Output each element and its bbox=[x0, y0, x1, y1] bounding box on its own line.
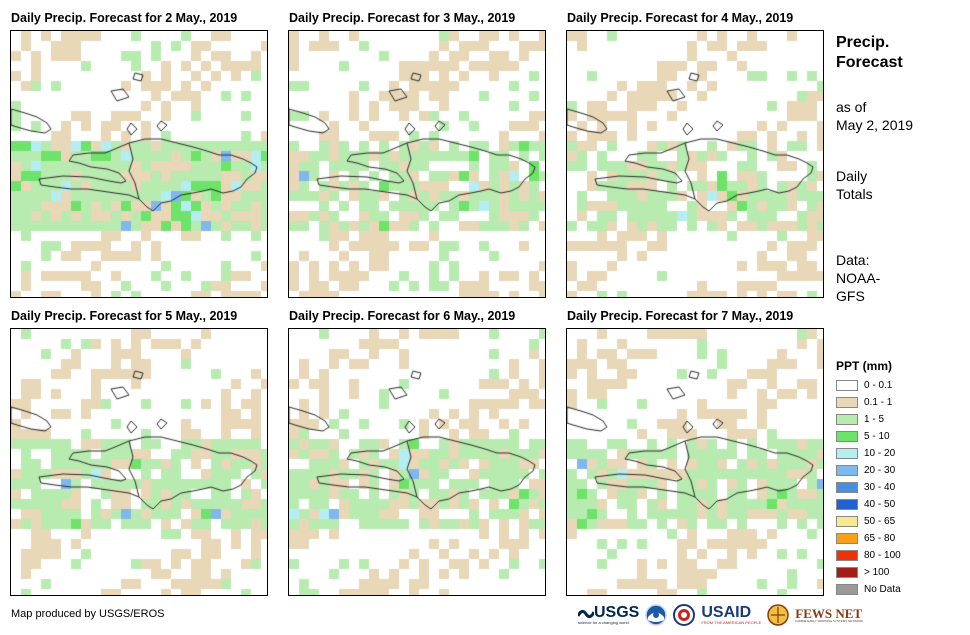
panel-title-4: Daily Precip. Forecast for 5 May., 2019 bbox=[11, 309, 238, 323]
legend-swatch bbox=[836, 414, 858, 425]
panel-title-2: Daily Precip. Forecast for 3 May., 2019 bbox=[289, 11, 516, 25]
legend-swatch bbox=[836, 397, 858, 408]
legend-swatch bbox=[836, 380, 858, 391]
legend-label: 5 - 10 bbox=[864, 431, 890, 442]
legend-swatch bbox=[836, 482, 858, 493]
legend-label: 65 - 80 bbox=[864, 533, 896, 544]
usaid-logo: USAID FROM THE AMERICAN PEOPLE bbox=[701, 604, 762, 625]
panel-title-1: Daily Precip. Forecast for 2 May., 2019 bbox=[11, 11, 238, 25]
legend: 0 - 0.1 0.1 - 1 1 - 5 5 - 10 10 - 20 20 - 30 3… bbox=[836, 377, 901, 598]
legend-item: 5 - 10 bbox=[836, 428, 901, 445]
legend-item: 10 - 20 bbox=[836, 445, 901, 462]
forecast-map-4 bbox=[10, 328, 268, 596]
legend-item: 0 - 0.1 bbox=[836, 377, 901, 394]
legend-label: 50 - 65 bbox=[864, 516, 896, 527]
panel-title-5: Daily Precip. Forecast for 6 May., 2019 bbox=[289, 309, 516, 323]
map-credit: Map produced by USGS/EROS bbox=[11, 608, 165, 620]
legend-swatch bbox=[836, 499, 858, 510]
legend-title: PPT (mm) bbox=[836, 359, 893, 373]
legend-swatch bbox=[836, 465, 858, 476]
forecast-map-6 bbox=[566, 328, 824, 596]
legend-label: > 100 bbox=[864, 567, 890, 578]
legend-item: 1 - 5 bbox=[836, 411, 901, 428]
side-title: Precip. Forecast bbox=[836, 34, 903, 71]
legend-swatch bbox=[836, 567, 858, 578]
fewsnet-globe-icon bbox=[767, 604, 790, 626]
legend-label: 0 - 0.1 bbox=[864, 380, 893, 391]
logos-bar: USGS science for a changing world USAID … bbox=[578, 603, 863, 627]
usgs-wave-icon bbox=[578, 609, 594, 619]
panel-title-3: Daily Precip. Forecast for 4 May., 2019 bbox=[567, 11, 794, 25]
legend-label: 10 - 20 bbox=[864, 448, 896, 459]
legend-swatch bbox=[836, 550, 858, 561]
legend-swatch bbox=[836, 448, 858, 459]
legend-swatch bbox=[836, 584, 858, 595]
forecast-map-5 bbox=[288, 328, 546, 596]
legend-item: 20 - 30 bbox=[836, 462, 901, 479]
legend-item: No Data bbox=[836, 581, 901, 598]
legend-label: 80 - 100 bbox=[864, 550, 901, 561]
usaid-seal-icon bbox=[673, 604, 696, 626]
fewsnet-logo: FEWS NET FAMINE EARLY WARNING SYSTEMS NE… bbox=[795, 606, 864, 623]
noaa-logo-icon bbox=[645, 604, 668, 626]
legend-item: > 100 bbox=[836, 564, 901, 581]
legend-item: 30 - 40 bbox=[836, 479, 901, 496]
data-source: Data: NOAA- GFS bbox=[836, 252, 881, 304]
legend-label: No Data bbox=[864, 584, 901, 595]
legend-label: 40 - 50 bbox=[864, 499, 896, 510]
legend-item: 65 - 80 bbox=[836, 530, 901, 547]
legend-item: 0.1 - 1 bbox=[836, 394, 901, 411]
legend-swatch bbox=[836, 431, 858, 442]
legend-swatch bbox=[836, 516, 858, 527]
legend-label: 0.1 - 1 bbox=[864, 397, 893, 408]
forecast-map-1 bbox=[10, 30, 268, 298]
panel-title-6: Daily Precip. Forecast for 7 May., 2019 bbox=[567, 309, 794, 323]
legend-label: 20 - 30 bbox=[864, 465, 896, 476]
legend-label: 1 - 5 bbox=[864, 414, 885, 425]
forecast-map-2 bbox=[288, 30, 546, 298]
daily-totals-label: Daily Totals bbox=[836, 168, 873, 202]
forecast-map-3 bbox=[566, 30, 824, 298]
legend-swatch bbox=[836, 533, 858, 544]
legend-item: 80 - 100 bbox=[836, 547, 901, 564]
legend-item: 50 - 65 bbox=[836, 513, 901, 530]
legend-item: 40 - 50 bbox=[836, 496, 901, 513]
legend-label: 30 - 40 bbox=[864, 482, 896, 493]
as-of-date: as of May 2, 2019 bbox=[836, 99, 914, 133]
usgs-logo: USGS science for a changing world bbox=[578, 604, 640, 625]
